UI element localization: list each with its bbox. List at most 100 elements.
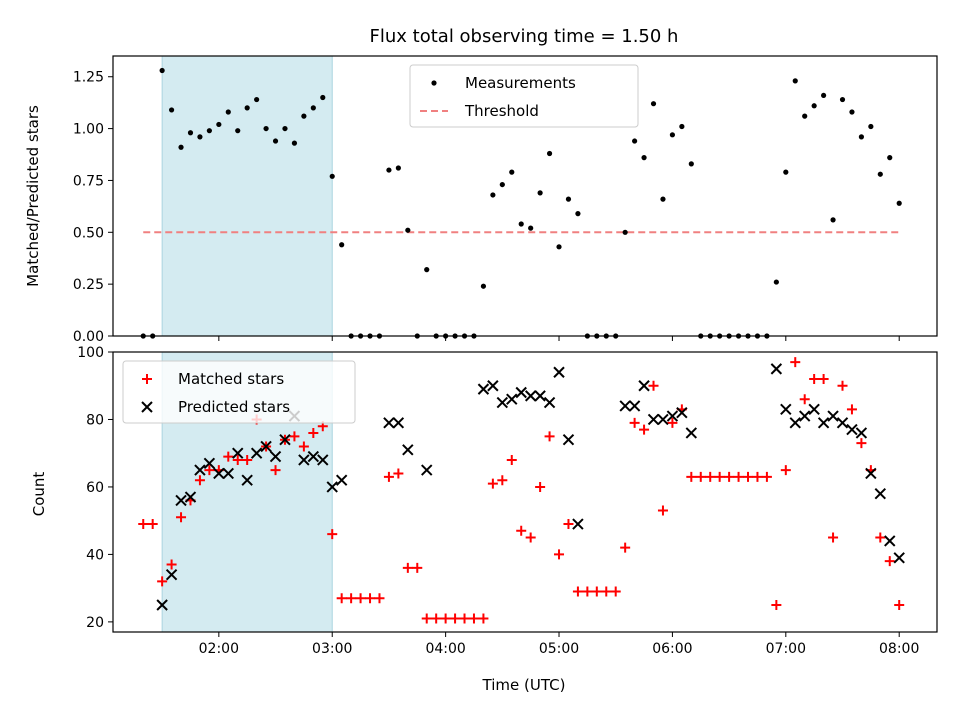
data-point [225, 109, 231, 115]
data-point [865, 467, 877, 480]
data-point [250, 447, 263, 459]
data-point [184, 491, 197, 503]
data-point [875, 532, 886, 543]
data-point [386, 167, 392, 173]
top-panel: 0.00 0.25 0.50 0.75 1.00 1.25 Measurements Thre… [73, 55, 938, 345]
data-point [553, 366, 565, 378]
axes-frame [112, 55, 938, 337]
x-tick-label: 03:00 [312, 641, 352, 657]
data-point [650, 101, 657, 107]
data-point [480, 283, 487, 289]
data-point [424, 267, 430, 273]
data-point [178, 144, 184, 150]
top-y-axis-label: Matched/Predicted stars [24, 105, 42, 287]
data-point [808, 403, 820, 416]
data-point [393, 468, 404, 479]
data-point [499, 181, 505, 188]
legend-marker [142, 374, 152, 384]
data-point [138, 519, 149, 530]
data-point [836, 417, 849, 429]
data-point [761, 471, 772, 482]
legend-label: Matched stars [178, 370, 284, 388]
data-point [392, 417, 405, 429]
data-point [335, 474, 348, 486]
data-point [846, 423, 858, 436]
data-point [714, 471, 725, 482]
data-point [770, 363, 783, 375]
y-tick-label: 20 [86, 615, 104, 631]
data-point [669, 132, 676, 138]
data-point [307, 450, 320, 463]
data-point [270, 465, 281, 476]
data-point [320, 94, 326, 101]
data-point [405, 227, 411, 233]
data-point [310, 105, 316, 111]
data-point [187, 130, 194, 136]
data-point [168, 107, 175, 113]
data-point [528, 225, 534, 231]
bottom-panel: 02:00 03:00 04:00 05:00 06:00 07:00 08:00 20 40 6… [77, 345, 938, 657]
data-point [440, 613, 451, 624]
data-point [298, 454, 310, 466]
x-tick-label: 06:00 [652, 641, 692, 657]
bottom-y-axis-label: Count [30, 472, 48, 517]
data-point [887, 155, 893, 161]
data-point [235, 128, 241, 134]
data-point [402, 562, 413, 573]
data-point [147, 519, 158, 530]
data-point [884, 556, 895, 567]
y-tick-label: 1.25 [73, 70, 104, 86]
data-point [657, 413, 669, 426]
data-point [783, 169, 789, 175]
data-point [591, 586, 602, 597]
data-point [632, 138, 638, 144]
data-point [601, 586, 612, 597]
data-point [166, 559, 177, 570]
y-tick-label: 0.00 [73, 329, 104, 345]
data-point [213, 467, 225, 480]
data-point [329, 173, 335, 179]
data-point [383, 471, 394, 482]
legend-box [409, 64, 639, 128]
data-point [412, 562, 423, 573]
data-point [374, 593, 385, 604]
data-point [610, 586, 621, 597]
data-point [679, 123, 685, 130]
data-point [176, 512, 187, 523]
data-point [554, 549, 565, 560]
data-point [705, 471, 716, 482]
x-tick-label: 07:00 [766, 641, 806, 657]
data-point [792, 78, 798, 84]
data-point [660, 196, 666, 202]
data-point [544, 431, 555, 442]
data-point [232, 454, 243, 465]
data-point [282, 125, 288, 132]
data-point [648, 380, 659, 391]
data-point [157, 576, 168, 587]
data-point [622, 229, 628, 235]
data-point [893, 552, 905, 564]
shaded-interval [162, 56, 333, 336]
data-point [291, 140, 298, 146]
data-point [894, 600, 905, 611]
data-point [159, 67, 165, 74]
data-point [326, 481, 338, 493]
legend: Matched stars Predicted stars [122, 360, 356, 424]
data-point [534, 390, 546, 402]
data-point [868, 123, 874, 130]
data-point [254, 96, 260, 103]
data-point [402, 444, 414, 456]
data-point [688, 161, 694, 167]
data-point [524, 390, 537, 402]
data-point [821, 92, 827, 99]
data-point [272, 138, 279, 144]
y-tick-label: 1.00 [73, 122, 104, 138]
data-point [497, 475, 508, 486]
data-point [582, 586, 593, 597]
data-point [830, 217, 836, 223]
data-point [525, 532, 536, 543]
x-tick-label: 02:00 [199, 641, 239, 657]
data-point [818, 373, 829, 384]
data-point [695, 471, 706, 482]
data-point [839, 96, 846, 103]
